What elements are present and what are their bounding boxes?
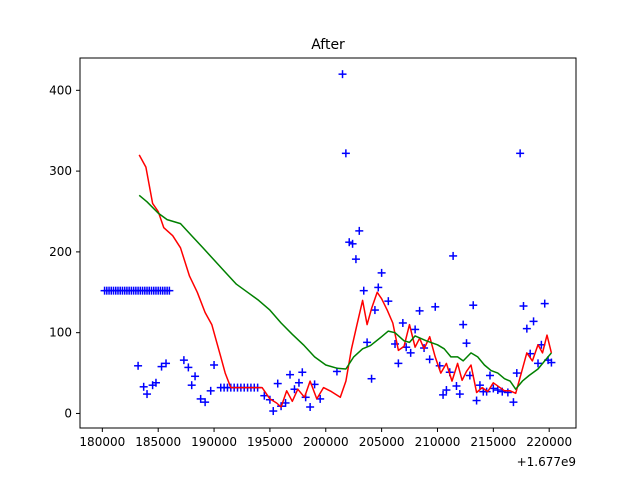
data-point bbox=[134, 361, 143, 370]
data-point bbox=[143, 390, 152, 399]
data-point bbox=[139, 382, 148, 391]
axes-frame bbox=[79, 57, 577, 429]
data-point bbox=[415, 306, 424, 315]
data-point bbox=[439, 390, 448, 399]
data-point bbox=[367, 374, 376, 383]
data-point bbox=[509, 398, 518, 407]
data-point bbox=[294, 378, 303, 387]
data-point bbox=[341, 149, 350, 158]
data-point bbox=[187, 381, 196, 390]
data-point bbox=[503, 388, 512, 397]
x-tick-label: 215000 bbox=[470, 435, 516, 449]
y-tick-label: 100 bbox=[49, 326, 72, 340]
y-tick-label: 0 bbox=[64, 406, 72, 420]
data-point bbox=[442, 386, 451, 395]
data-point bbox=[162, 359, 171, 368]
data-point bbox=[398, 318, 407, 327]
data-point bbox=[485, 371, 494, 380]
data-point bbox=[363, 338, 372, 347]
x-axis: 180000 185000 190000 195000 200000 205000 2100… bbox=[79, 428, 572, 449]
plot-area bbox=[100, 70, 556, 416]
data-point bbox=[351, 255, 360, 264]
data-point bbox=[472, 396, 481, 405]
data-point bbox=[519, 302, 528, 311]
data-point bbox=[547, 358, 556, 367]
data-point bbox=[377, 268, 386, 277]
data-point bbox=[384, 297, 393, 306]
data-point bbox=[512, 369, 521, 378]
data-point bbox=[406, 348, 415, 357]
x-tick-label: 220000 bbox=[526, 435, 572, 449]
data-point bbox=[459, 320, 468, 329]
data-point bbox=[493, 386, 502, 395]
data-point bbox=[452, 381, 461, 390]
x-tick-label: 210000 bbox=[415, 435, 461, 449]
x-tick-label: 185000 bbox=[135, 435, 181, 449]
x-tick-label: 195000 bbox=[247, 435, 293, 449]
y-tick-label: 300 bbox=[49, 164, 72, 178]
data-point bbox=[306, 402, 315, 411]
data-point bbox=[273, 379, 282, 388]
chart-title: After bbox=[311, 37, 345, 53]
data-point bbox=[449, 251, 458, 260]
data-point bbox=[338, 70, 347, 79]
data-point bbox=[534, 359, 543, 368]
data-point bbox=[370, 306, 379, 315]
data-point bbox=[469, 301, 478, 310]
y-axis: 0 100 200 300 400 bbox=[49, 83, 80, 420]
data-point bbox=[425, 355, 434, 364]
data-point bbox=[455, 390, 464, 399]
data-point bbox=[206, 386, 215, 395]
x-tick-label: 190000 bbox=[191, 435, 237, 449]
data-point bbox=[431, 302, 440, 311]
scatter-series bbox=[100, 70, 556, 416]
data-point bbox=[184, 363, 193, 372]
data-point bbox=[516, 149, 525, 158]
data-point bbox=[522, 324, 531, 333]
data-point bbox=[269, 407, 278, 416]
x-tick-label: 205000 bbox=[359, 435, 405, 449]
data-point bbox=[348, 239, 357, 248]
green-series-line bbox=[138, 194, 552, 390]
data-point bbox=[196, 394, 205, 403]
data-point bbox=[529, 317, 538, 326]
data-point bbox=[355, 226, 364, 235]
data-point bbox=[540, 299, 549, 308]
data-point bbox=[489, 384, 498, 393]
data-point bbox=[191, 372, 200, 381]
data-point bbox=[179, 356, 188, 365]
data-point bbox=[298, 368, 307, 377]
y-tick-label: 400 bbox=[49, 83, 72, 97]
data-point bbox=[374, 283, 383, 292]
x-tick-label: 200000 bbox=[303, 435, 349, 449]
data-point bbox=[359, 286, 368, 295]
data-point bbox=[201, 398, 210, 407]
x-tick-label: 180000 bbox=[79, 435, 125, 449]
data-point bbox=[462, 339, 471, 348]
data-point bbox=[210, 360, 219, 369]
red-series-line bbox=[138, 154, 553, 408]
data-point bbox=[157, 362, 166, 371]
y-tick-label: 200 bbox=[49, 245, 72, 259]
data-point bbox=[394, 359, 403, 368]
x-offset-label: +1.677e9 bbox=[517, 455, 576, 469]
data-point bbox=[151, 378, 160, 387]
data-point bbox=[165, 286, 174, 295]
data-point bbox=[286, 370, 295, 379]
data-point bbox=[475, 381, 484, 390]
data-point bbox=[411, 325, 420, 334]
